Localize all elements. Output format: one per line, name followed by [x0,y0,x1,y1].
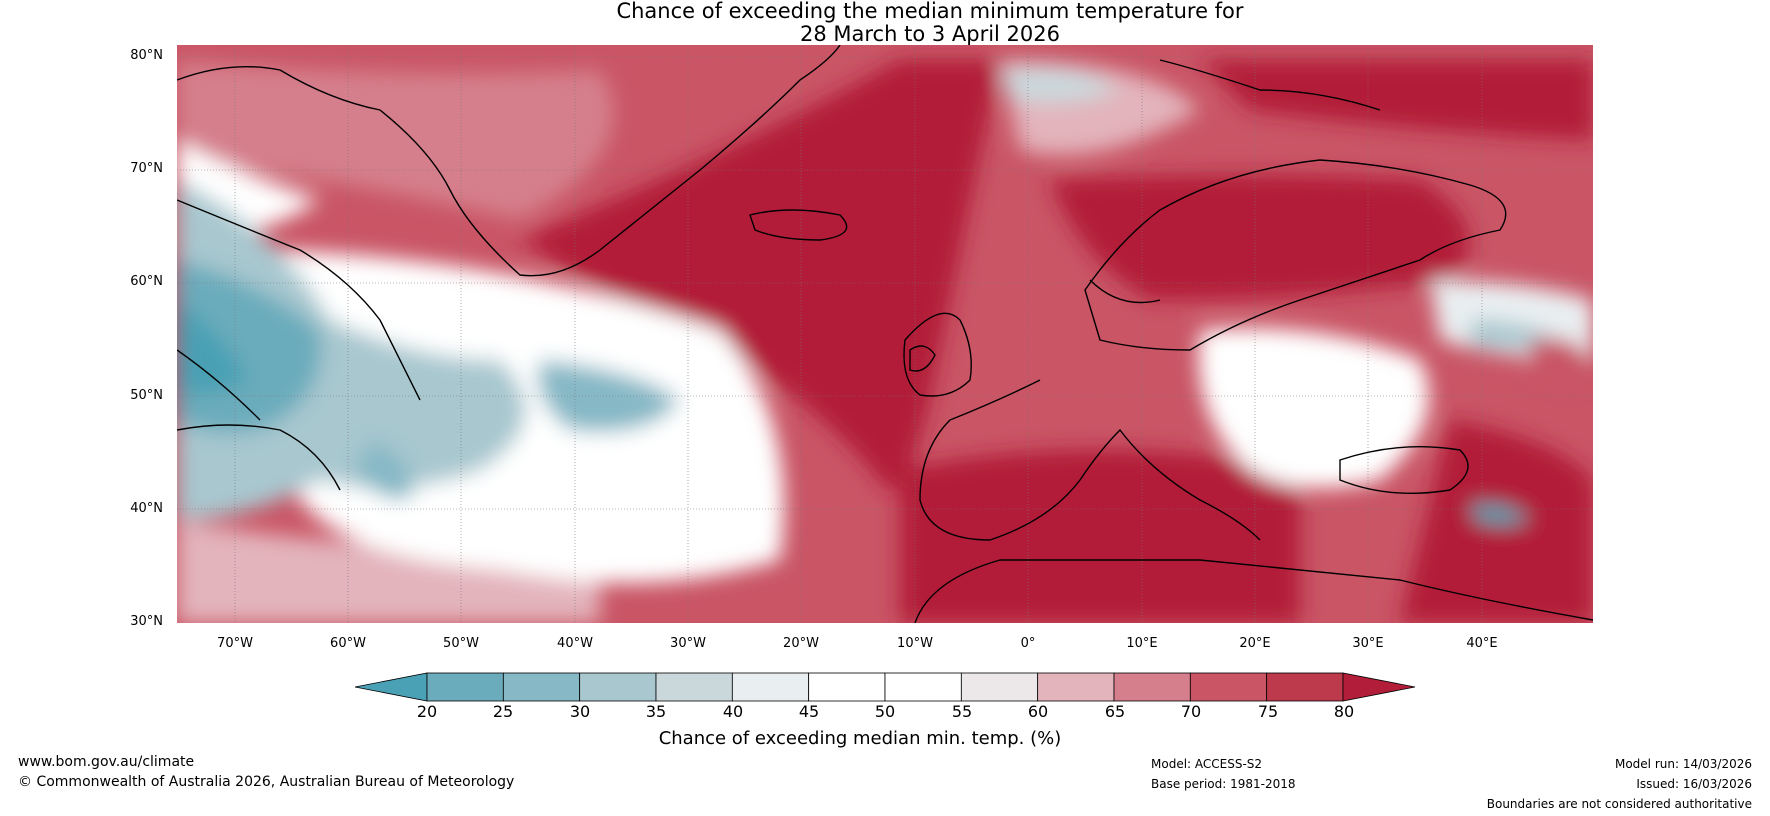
colorbar-segment [579,672,657,702]
copyright-text: © Commonwealth of Australia 2026, Austra… [18,774,515,790]
colorbar-tick: 60 [1027,702,1049,721]
coastlines [177,45,1593,623]
map-title: Chance of exceeding the median minimum t… [0,0,1770,46]
base-period-text: Base period: 1981-2018 [1151,777,1296,791]
lat-label: 80°N [130,48,163,63]
lon-label: 0° [1020,636,1036,651]
lon-label: 20°W [783,636,819,651]
colorbar-segment [1037,672,1115,702]
colorbar-tick: 30 [569,702,591,721]
colorbar-tick: 35 [645,702,667,721]
colorbar-tick: 40 [722,702,744,721]
colorbar-segment [426,672,504,702]
colorbar-tick: 25 [492,702,514,721]
map-area [177,45,1593,623]
lon-label: 40°W [557,636,593,651]
colorbar-label: Chance of exceeding median min. temp. (%… [658,728,1062,749]
issued-text: Issued: 16/03/2026 [1636,777,1752,791]
lon-label: 40°E [1466,636,1498,651]
lon-label: 60°W [330,636,366,651]
colorbar-segment [731,672,810,702]
model-text: Model: ACCESS-S2 [1151,757,1263,771]
lon-label: 30°W [670,636,706,651]
lon-label: 70°W [217,636,253,651]
title-line-2: 28 March to 3 April 2026 [800,22,1060,46]
website-link[interactable]: www.bom.gov.au/climate [18,754,195,770]
lat-label: 30°N [130,614,163,629]
colorbar-segment [1113,672,1191,702]
lat-label: 60°N [130,274,163,289]
colorbar-tick: 55 [951,702,973,721]
colorbar-segment [1266,672,1344,702]
colorbar-tick: 80 [1333,702,1355,721]
title-line-1: Chance of exceeding the median minimum t… [616,0,1244,23]
colorbar-tick: 45 [798,702,820,721]
lat-label: 40°N [130,501,163,516]
colorbar-segment [808,672,886,702]
model-run-text: Model run: 14/03/2026 [1614,757,1752,771]
colorbar-tick: 70 [1180,702,1202,721]
colorbar-segment [502,672,581,702]
colorbar [354,672,1416,702]
lon-label: 50°W [443,636,479,651]
lon-label: 20°E [1239,636,1271,651]
colorbar-segment [1189,672,1268,702]
lon-label: 30°E [1352,636,1384,651]
disclaimer-text: Boundaries are not considered authoritat… [1486,797,1752,811]
colorbar-tick: 75 [1257,702,1279,721]
colorbar-segment [960,672,1039,702]
colorbar-segment [884,672,962,702]
lat-label: 70°N [130,161,163,176]
lon-label: 10°W [897,636,933,651]
colorbar-tick: 65 [1104,702,1126,721]
colorbar-segment [655,672,733,702]
colorbar-tick: 20 [416,702,438,721]
lon-label: 10°E [1126,636,1158,651]
lat-label: 50°N [130,388,163,403]
colorbar-tick: 50 [874,702,896,721]
